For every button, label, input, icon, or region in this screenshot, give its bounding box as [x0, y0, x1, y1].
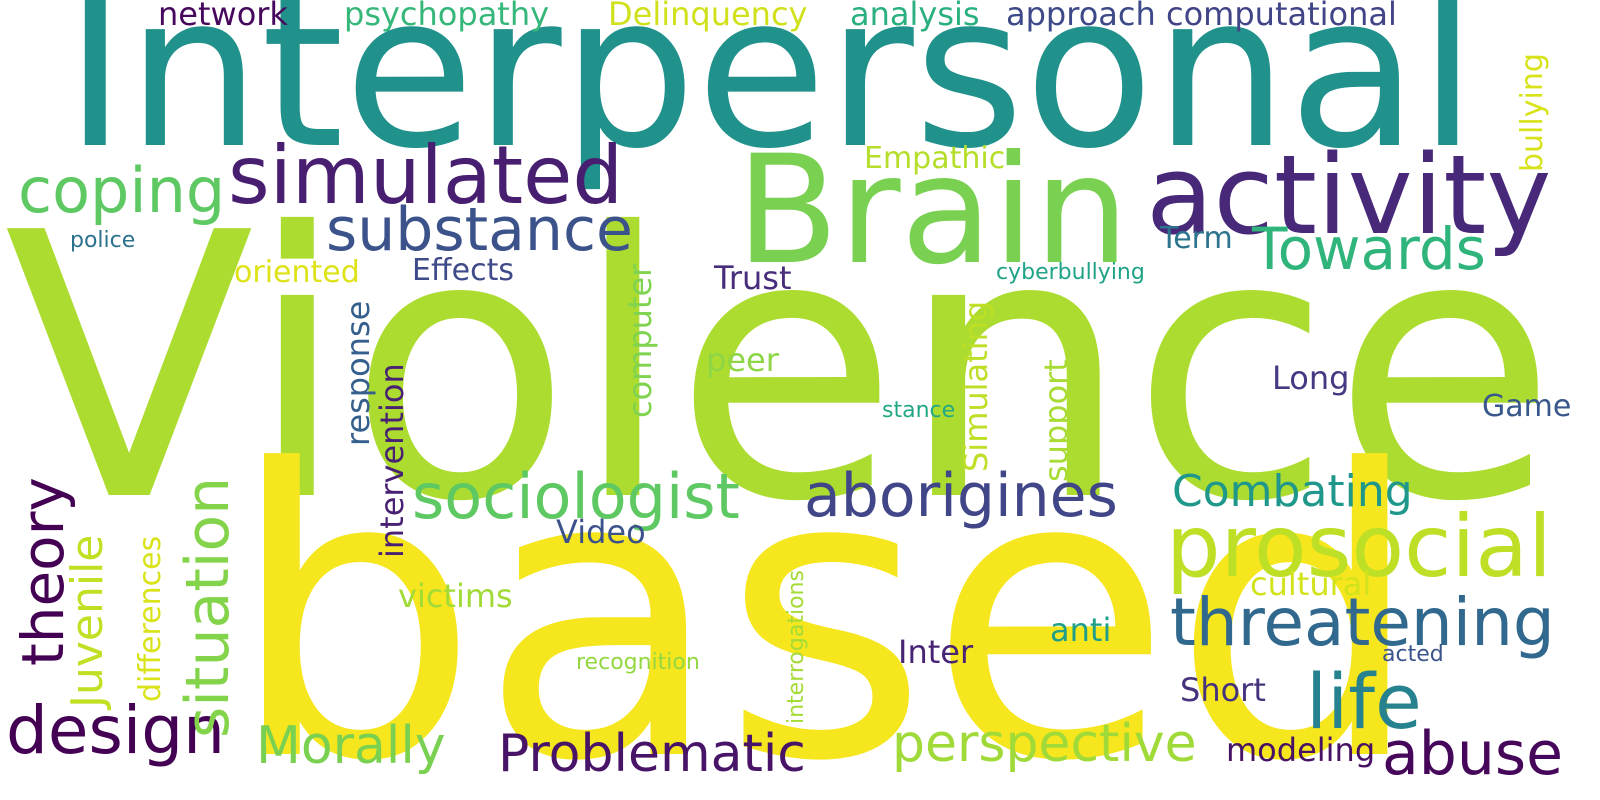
word-term: Term: [1160, 221, 1233, 256]
word-psychopathy: psychopathy: [344, 0, 550, 33]
word-recognition: recognition: [576, 650, 700, 675]
word-life: life: [1306, 657, 1422, 746]
word-cultural: cultural: [1250, 565, 1372, 603]
word-analysis: analysis: [850, 0, 980, 33]
word-computational: computational: [1166, 0, 1397, 33]
word-victims: victims: [398, 577, 513, 615]
word-short: Short: [1180, 671, 1266, 709]
word-video: Video: [556, 513, 646, 551]
word-acted: acted: [1382, 642, 1444, 667]
word-oriented: oriented: [234, 255, 360, 290]
word-trust: Trust: [714, 259, 792, 297]
word-morally: Morally: [256, 716, 446, 776]
word-stance: stance: [882, 398, 956, 423]
word-interrogations: interrogations: [784, 570, 809, 724]
word-empathic: Empathic: [864, 141, 1006, 176]
word-problematic: Problematic: [498, 724, 806, 784]
word-support: support: [1037, 359, 1075, 482]
word-prosocial: prosocial: [1166, 497, 1552, 597]
word-substance: substance: [326, 195, 633, 265]
word-brain: Brain: [736, 124, 1130, 298]
word-police: police: [70, 228, 136, 253]
word-anti: anti: [1050, 611, 1112, 649]
word-approach: approach: [1006, 0, 1156, 33]
word-network: network: [158, 0, 288, 33]
word-design: design: [6, 692, 225, 769]
word-simulating: Simulating: [957, 300, 995, 472]
word-perspective: perspective: [892, 714, 1197, 774]
word-activity: activity: [1146, 131, 1552, 259]
word-cyberbullying: cyberbullying: [996, 260, 1145, 285]
word-delinquency: Delinquency: [608, 0, 808, 33]
word-juvenile: Juvenile: [62, 534, 113, 708]
word-violence: Violence: [4, 156, 1558, 582]
word-game: Game: [1482, 389, 1572, 424]
word-modeling: modeling: [1226, 731, 1376, 769]
word-differences: differences: [133, 535, 168, 702]
word-coping: coping: [18, 154, 226, 227]
word-peer: peer: [706, 341, 779, 379]
word-sociologist: sociologist: [412, 460, 740, 533]
word-simulated: simulated: [228, 129, 624, 222]
word-effects: Effects: [412, 253, 514, 288]
word-bullying: bullying: [1515, 53, 1550, 172]
word-intervention: intervention: [373, 363, 411, 558]
word-response: response: [339, 300, 377, 446]
word-abuse: abuse: [1382, 719, 1564, 789]
word-situation: situation: [173, 476, 243, 738]
word-based: based: [228, 387, 1424, 800]
word-computer: computer: [621, 263, 659, 418]
word-aborigines: aborigines: [804, 461, 1118, 531]
word-inter: Inter: [898, 633, 974, 671]
word-combating: Combating: [1172, 466, 1413, 517]
word-long: Long: [1272, 359, 1350, 397]
word-interpersonal: Interpersonal: [64, 0, 1478, 195]
word-threatening: threatening: [1170, 584, 1555, 661]
word-towards: Towards: [1252, 215, 1486, 283]
